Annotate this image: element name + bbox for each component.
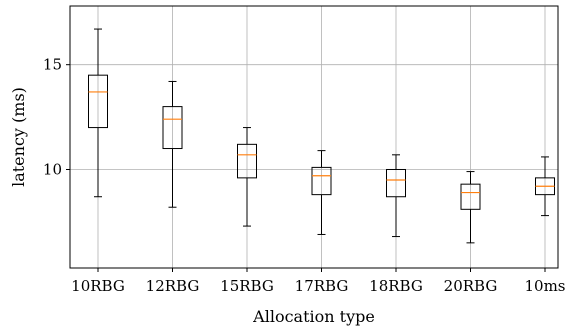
iqr-box bbox=[162, 106, 183, 150]
x-tick-label: 17RBG bbox=[295, 277, 349, 295]
iqr-box bbox=[311, 166, 332, 196]
box-15RBG bbox=[237, 127, 257, 227]
y-tick-label: 15 bbox=[43, 56, 62, 74]
iqr-box bbox=[88, 74, 108, 129]
box-10ms bbox=[535, 156, 555, 217]
x-tick-label: 15RBG bbox=[220, 277, 274, 295]
box-20RBG bbox=[460, 171, 481, 244]
y-axis-label: latency (ms) bbox=[9, 87, 28, 187]
iqr-box bbox=[460, 183, 481, 210]
box-12RBG bbox=[162, 80, 183, 208]
iqr-box bbox=[386, 168, 406, 198]
y-tick-label: 10 bbox=[43, 160, 62, 178]
grid bbox=[70, 6, 558, 268]
x-tick-label: 10ms bbox=[524, 277, 565, 295]
boxes bbox=[88, 28, 555, 244]
x-tick-label: 10RBG bbox=[71, 277, 125, 295]
x-axis-label: Allocation type bbox=[252, 307, 375, 326]
x-tick-label: 20RBG bbox=[444, 277, 498, 295]
x-tick-label: 18RBG bbox=[369, 277, 423, 295]
box-10RBG bbox=[88, 28, 108, 198]
box-17RBG bbox=[311, 150, 332, 235]
x-tick-label: 12RBG bbox=[146, 277, 200, 295]
iqr-box bbox=[237, 143, 257, 179]
box-18RBG bbox=[386, 154, 406, 238]
plot-frame bbox=[69, 5, 559, 269]
ticks: 10RBG 12RBG 15RBG 17RBG 18RBG 20RBG 10ms 10 15 bbox=[43, 56, 566, 295]
